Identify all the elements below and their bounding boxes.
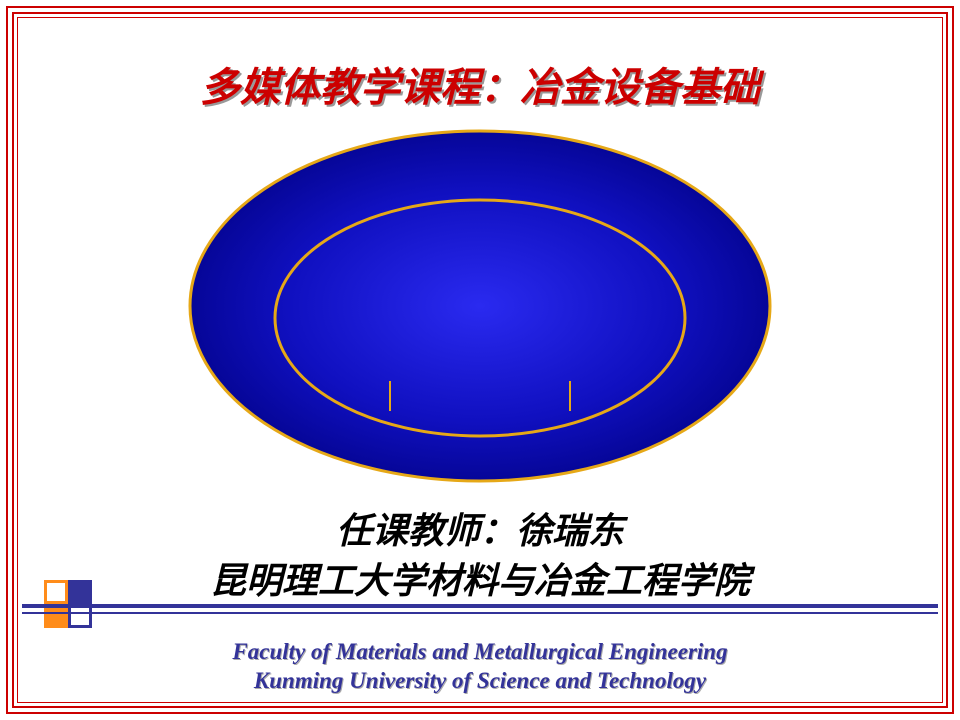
course-title: 多媒体教学课程：冶金设备基础: [0, 55, 960, 113]
logo-square: [68, 580, 92, 604]
footer: Faculty of Materials and Metallurgical E…: [0, 638, 960, 696]
ellipse-svg: [187, 128, 773, 484]
slide: 多媒体教学课程：冶金设备基础 任课教师：徐瑞东 昆明理工大学材料与冶金工程学院 …: [0, 0, 960, 720]
course-title-text: 多媒体教学课程：冶金设备基础: [200, 65, 760, 110]
footer-line-2: Kunming University of Science and Techno…: [0, 667, 960, 696]
separator-thick: [22, 604, 938, 608]
teacher-text: 任课教师：徐瑞东: [336, 511, 624, 551]
department-line: 昆明理工大学材料与冶金工程学院: [0, 552, 960, 604]
footer-line-1: Faculty of Materials and Metallurgical E…: [0, 638, 960, 667]
teacher-line: 任课教师：徐瑞东: [0, 502, 960, 554]
logo-square: [44, 580, 68, 604]
separator-thin: [22, 612, 938, 614]
ellipse-diagram: [187, 128, 773, 484]
department-text: 昆明理工大学材料与冶金工程学院: [210, 561, 750, 601]
